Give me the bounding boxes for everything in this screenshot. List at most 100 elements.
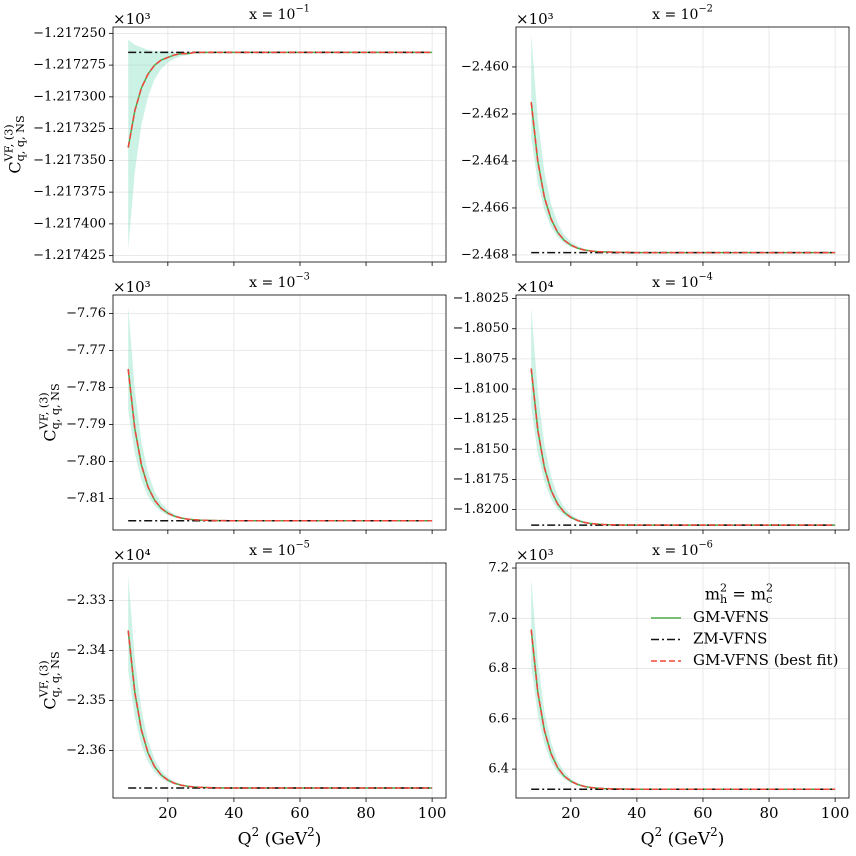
y-tick-label: −7.76 <box>66 306 106 321</box>
uncertainty-band <box>531 34 836 253</box>
offset-text: ×10³ <box>113 10 151 28</box>
legend-title-base: = <box>727 585 751 604</box>
y-tick-label: −1.217300 <box>33 89 106 104</box>
x-axis-label-base: Q <box>641 830 655 850</box>
panel-title: x = 10 −4 <box>652 272 713 291</box>
panel-title: x = 10 −6 <box>652 540 713 559</box>
legend-title: m 2h = m 2c <box>705 581 773 606</box>
uncertainty-band <box>531 307 836 526</box>
series-line <box>127 368 433 522</box>
series-line <box>530 368 836 526</box>
legend-title-sub: h <box>720 593 727 606</box>
x-tick-label: 20 <box>158 804 177 822</box>
legend-title-base: m <box>751 585 766 604</box>
panel: −2.460 −2.462 −2.464 −2.466 −2.468 x = 10 −2 ×1… <box>461 4 850 266</box>
y-tick-label: −2.34 <box>66 643 106 658</box>
y-tick-label: −2.36 <box>66 743 106 758</box>
y-tick-label: 7.0 <box>488 611 509 626</box>
offset-text: ×10⁴ <box>113 546 151 564</box>
x-tick-label: 60 <box>290 804 309 822</box>
axes-frame <box>112 26 447 263</box>
panel: −1.217250 −1.217275 −1.217300 −1.217325 −1.2… <box>2 4 447 266</box>
y-axis-label-sup: VF, (3) <box>37 392 50 430</box>
series-line <box>530 368 836 526</box>
y-axis-label-sub: q, q, NS <box>14 115 27 161</box>
y-tick-label: −1.8025 <box>453 291 509 306</box>
series-line <box>127 630 433 789</box>
x-tick-label: 100 <box>418 804 447 822</box>
y-axis-label-sub: q, q, NS <box>49 383 62 429</box>
y-tick-label: −2.35 <box>66 693 106 708</box>
offset-text: ×10³ <box>516 546 554 564</box>
panel-title-sup: −4 <box>698 272 712 283</box>
series-line <box>127 51 433 148</box>
x-tick-label: 40 <box>224 804 243 822</box>
panel-title: x = 10 −2 <box>652 4 713 23</box>
x-axis-label-sup: 2 <box>252 825 260 839</box>
y-axis-label-base: C <box>41 697 60 709</box>
x-tick-label: 80 <box>357 804 376 822</box>
panel-title-base: x = 10 <box>652 275 698 291</box>
y-tick-label: −7.81 <box>66 491 106 506</box>
y-tick-label: −1.8175 <box>453 472 509 487</box>
y-tick-label: −7.79 <box>66 417 106 432</box>
y-tick-label: −1.8075 <box>453 351 509 366</box>
y-tick-label: 7.2 <box>488 561 509 576</box>
uncertainty-band <box>128 306 433 521</box>
y-axis-label: CVF, (3)q, q, NS <box>37 651 62 709</box>
y-tick-label: −2.466 <box>461 200 509 215</box>
series-line <box>127 51 433 148</box>
axes-frame <box>515 294 850 531</box>
panel: −7.76 −7.77 −7.78 −7.79 −7.80 −7.81 x = 10 −3 ×1… <box>37 272 447 534</box>
legend-title-sub: c <box>766 593 772 606</box>
uncertainty-band <box>128 39 433 250</box>
x-tick-label: 20 <box>561 804 580 822</box>
y-axis-label: CVF, (3)q, q, NS <box>37 383 62 441</box>
uncertainty-band <box>531 578 836 790</box>
y-tick-label: −1.217375 <box>33 185 106 200</box>
y-tick-label: −1.8100 <box>453 382 509 397</box>
y-tick-label: −1.217325 <box>33 121 106 136</box>
y-axis-label-base: C <box>41 429 60 441</box>
y-tick-label: −1.8200 <box>453 502 509 517</box>
y-tick-label: 6.4 <box>488 762 509 777</box>
y-tick-label: −7.78 <box>66 380 106 395</box>
y-tick-label: −1.217250 <box>33 26 106 41</box>
axes-frame <box>515 562 850 799</box>
x-axis-label-sup: 2 <box>710 825 718 839</box>
y-tick-label: −1.8125 <box>453 412 509 427</box>
y-axis-label: CVF, (3)q, q, NS <box>2 115 27 173</box>
y-tick-label: −1.217350 <box>33 153 106 168</box>
axes-frame <box>112 294 447 531</box>
panel-title-base: x = 10 <box>249 275 295 291</box>
axes-frame <box>112 562 447 799</box>
legend-label: ZM-VFNS <box>693 630 767 648</box>
y-tick-label: −2.462 <box>461 106 509 121</box>
y-tick-label: −2.33 <box>66 593 106 608</box>
y-tick-label: −2.468 <box>461 247 509 262</box>
x-tick-label: 40 <box>627 804 646 822</box>
panel-title-sup: −6 <box>698 540 712 551</box>
panel-title-sup: −3 <box>295 272 309 283</box>
y-tick-label: −1.8150 <box>453 442 509 457</box>
offset-text: ×10⁴ <box>516 278 554 296</box>
panel: −1.8025 −1.8050 −1.8075 −1.8100 −1.8125 −1.81… <box>453 272 850 534</box>
x-tick-label: 80 <box>760 804 779 822</box>
panel-title: x = 10 −3 <box>249 272 310 291</box>
offset-text: ×10³ <box>516 10 554 28</box>
y-tick-label: −7.80 <box>66 454 106 469</box>
axes-frame <box>515 26 850 263</box>
panel-title: x = 10 −1 <box>249 4 310 23</box>
y-tick-label: −1.8050 <box>453 321 509 336</box>
legend-label: GM-VFNS <box>693 608 769 626</box>
panel: 20 40 60 80 100 −2.33 −2.34 −2.35 −2.36 x = 10 −5 ×… <box>37 540 446 850</box>
y-tick-label: −7.77 <box>66 343 106 358</box>
x-axis-label-base: Q <box>238 830 252 850</box>
panel-title-base: x = 10 <box>249 543 295 559</box>
x-axis-label-sup: 2 <box>307 825 315 839</box>
y-tick-label: 6.6 <box>488 711 509 726</box>
